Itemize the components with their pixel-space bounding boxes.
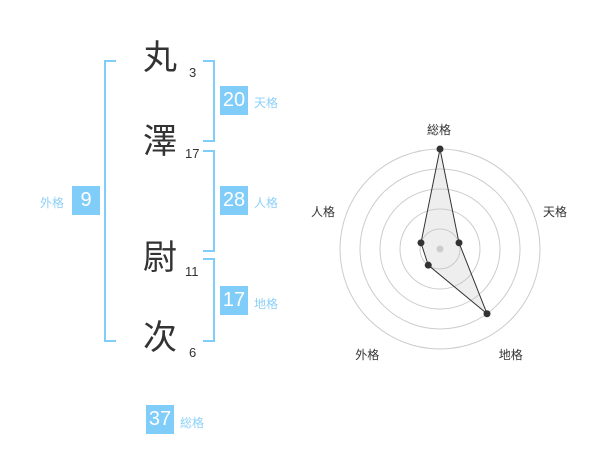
name-char: 澤 <box>143 122 177 162</box>
chikaku-bracket <box>203 258 215 342</box>
tenkaku-value: 20 <box>220 86 248 115</box>
tenkaku-label: 天格 <box>254 96 279 110</box>
chikaku-label: 地格 <box>254 297 279 311</box>
stroke-count: 17 <box>185 146 200 161</box>
chikaku-value: 17 <box>220 286 248 315</box>
radar-ring <box>419 228 461 270</box>
radar-axis-label: 人格 <box>310 205 335 220</box>
stroke-count: 6 <box>189 345 197 360</box>
stroke-count: 11 <box>185 264 199 279</box>
radar-axis-label: 天格 <box>543 205 568 220</box>
radar-ring <box>379 188 501 310</box>
tenkaku-bracket <box>203 60 215 142</box>
jinkaku-bracket <box>203 150 215 252</box>
radar-axis-label: 総格 <box>427 123 452 137</box>
name-char: 尉 <box>143 238 177 278</box>
jinkaku-value: 28 <box>220 186 248 215</box>
radar-center <box>436 245 444 253</box>
gaikaku-value: 9 <box>72 186 100 215</box>
soukaku-value: 37 <box>146 405 174 434</box>
gaikaku-label: 外格 <box>40 196 65 210</box>
radar-axis-label: 外格 <box>355 347 380 362</box>
radar-ring <box>399 208 481 290</box>
radar-point <box>483 310 491 318</box>
gaikaku-bracket <box>104 60 116 342</box>
stroke-count: 3 <box>189 65 197 80</box>
jinkaku-label: 人格 <box>254 196 279 210</box>
radar-ring <box>359 168 521 330</box>
radar-point <box>417 239 425 247</box>
radar-point <box>455 239 463 247</box>
radar-point <box>424 261 432 269</box>
name-char: 次 <box>143 318 177 358</box>
radar-point <box>436 145 444 153</box>
soukaku-label: 総格 <box>180 416 205 430</box>
radar-area <box>420 148 488 315</box>
name-char: 丸 <box>143 38 177 78</box>
radar-axis-label: 地格 <box>498 347 523 362</box>
